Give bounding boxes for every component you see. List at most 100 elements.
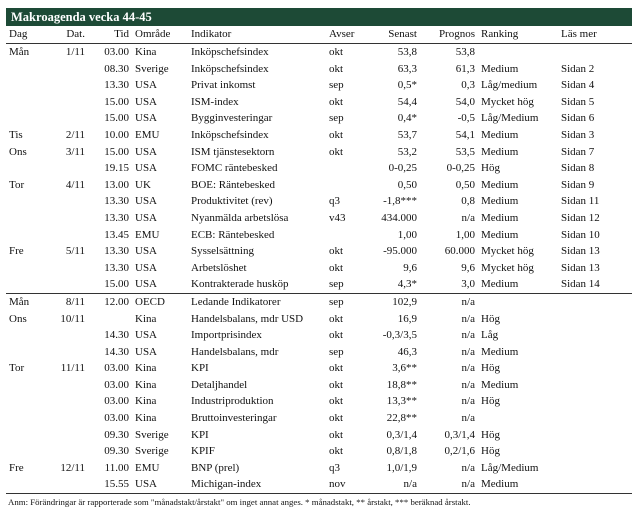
table-cell: EMU bbox=[135, 128, 160, 141]
table-cell: 102,9 bbox=[368, 292, 420, 311]
table-cell: Sidan 12 bbox=[561, 211, 600, 224]
table-row: Tor 11/11 03.00 Kina KPI okt 3,6** n/a Hög bbox=[6, 360, 632, 377]
column-header: Läs mer bbox=[558, 26, 632, 44]
table-cell bbox=[558, 427, 632, 444]
title-bar: Makroagenda vecka 44-45 bbox=[6, 8, 632, 26]
table-cell: Inköpschefsindex bbox=[191, 46, 269, 58]
table-cell: Kina bbox=[135, 312, 157, 325]
table-cell: Sysselsättning bbox=[191, 245, 254, 258]
column-header: Tid bbox=[88, 26, 132, 44]
table-cell bbox=[558, 443, 632, 460]
table-cell: 3,0 bbox=[461, 278, 475, 291]
table-cell: 54,1 bbox=[455, 128, 475, 141]
table-cell: 15.00 bbox=[104, 95, 129, 108]
table-cell: Hög bbox=[481, 395, 500, 408]
table-cell: okt bbox=[329, 412, 344, 425]
table-cell bbox=[326, 177, 368, 194]
table-cell bbox=[6, 227, 46, 244]
table-cell: 19.15 bbox=[104, 162, 129, 175]
table-cell: okt bbox=[329, 128, 344, 141]
table-cell: Fre bbox=[9, 245, 24, 258]
table-cell bbox=[6, 110, 46, 127]
table-row: 13.30 USA Privat inkomst sep 0,5* 0,3 Låg/medi… bbox=[6, 77, 632, 94]
table-cell: EMU bbox=[135, 228, 160, 241]
table-cell: 18,8** bbox=[386, 378, 417, 391]
table-cell: Kina bbox=[135, 412, 157, 425]
table-cell bbox=[558, 410, 632, 427]
table-cell bbox=[46, 427, 88, 444]
agenda-table: Dag Dat. Tid Område Indikator Avser Senast Prog… bbox=[6, 26, 632, 495]
table-cell: Sidan 4 bbox=[561, 79, 595, 92]
column-header: Senast bbox=[368, 26, 420, 44]
table-cell: 60.000 bbox=[444, 245, 475, 258]
table-cell bbox=[558, 393, 632, 410]
table-cell: sep bbox=[329, 345, 344, 358]
table-cell bbox=[558, 44, 632, 61]
table-cell: 63,3 bbox=[397, 62, 417, 75]
table-cell: sep bbox=[329, 79, 344, 92]
table-cell: n/a bbox=[461, 461, 475, 474]
table-cell: Sidan 8 bbox=[561, 162, 595, 175]
table-cell: Sidan 13 bbox=[561, 245, 600, 258]
table-cell: 0,2/1,6 bbox=[444, 445, 475, 458]
table-cell: 1/11 bbox=[65, 46, 85, 58]
table-cell: 08.30 bbox=[104, 62, 129, 75]
table-cell: Privat inkomst bbox=[191, 79, 256, 92]
table-cell: Inköpschefsindex bbox=[191, 62, 269, 75]
table-cell: -0,5 bbox=[457, 112, 475, 125]
table-cell: 0,4* bbox=[397, 112, 417, 125]
table-cell: Fre bbox=[9, 461, 24, 474]
table-cell: Sverige bbox=[135, 428, 169, 441]
table-cell: okt bbox=[329, 145, 344, 158]
table-cell: 03.00 bbox=[104, 378, 129, 391]
table-cell: 12/11 bbox=[60, 461, 85, 474]
table-cell: n/a bbox=[368, 476, 420, 495]
column-header: Dag bbox=[6, 26, 46, 44]
table-cell: USA bbox=[135, 79, 158, 92]
table-cell: 09.30 bbox=[104, 445, 129, 458]
table-cell: Sidan 14 bbox=[561, 278, 600, 291]
table-cell: Ledande Indikatorer bbox=[188, 292, 326, 311]
table-cell: 2/11 bbox=[65, 128, 85, 141]
table-cell: q3 bbox=[329, 195, 340, 208]
table-cell bbox=[46, 276, 88, 293]
table-row: Mån 1/11 03.00 Kina Inköpschefsindex okt 53,8 5… bbox=[6, 44, 632, 61]
table-cell: BNP (prel) bbox=[191, 461, 240, 474]
table-cell: 4/11 bbox=[65, 178, 85, 191]
table-row: Mån 8/11 12.00 OECD Ledande Indikatorer sep 10… bbox=[6, 292, 632, 311]
table-cell bbox=[6, 260, 46, 277]
table-cell: Kina bbox=[135, 362, 157, 375]
table-cell bbox=[558, 360, 632, 377]
table-cell bbox=[558, 476, 632, 495]
table-cell: Sidan 13 bbox=[561, 261, 600, 274]
table-cell: 03.00 bbox=[104, 395, 129, 408]
table-cell: 9,6 bbox=[461, 261, 475, 274]
table-cell: Importprisindex bbox=[191, 329, 262, 342]
table-row: Ons 3/11 15.00 USA ISM tjänstesektorn okt 53,2… bbox=[6, 144, 632, 161]
table-cell: 3/11 bbox=[65, 145, 85, 158]
table-cell: 3,6** bbox=[392, 362, 417, 375]
table-cell bbox=[46, 210, 88, 227]
table-cell: 53,5 bbox=[455, 145, 475, 158]
table-cell: Kontrakterade husköp bbox=[191, 278, 289, 291]
table-cell: 0,5* bbox=[397, 79, 417, 92]
table-cell: Sverige bbox=[135, 445, 169, 458]
table-cell: KPI bbox=[191, 428, 209, 441]
table-cell: 03.00 bbox=[104, 362, 129, 375]
table-cell: Inköpschefsindex bbox=[191, 128, 269, 141]
table-cell: Medium bbox=[478, 476, 558, 495]
table-row: 14.30 USA Importprisindex okt -0,3/3,5 n/a Låg bbox=[6, 327, 632, 344]
table-cell: okt bbox=[329, 445, 344, 458]
table-cell: OECD bbox=[132, 292, 188, 311]
table-cell: Kina bbox=[135, 395, 157, 408]
table-cell: 10.00 bbox=[104, 128, 129, 141]
table-cell: Medium bbox=[481, 178, 519, 191]
table-cell: 16,9 bbox=[397, 312, 417, 325]
table-cell: 15.00 bbox=[104, 112, 129, 125]
table-cell: 15.55 bbox=[88, 476, 132, 495]
table-cell: n/a bbox=[461, 345, 475, 358]
table-cell bbox=[46, 160, 88, 177]
table-cell: 10/11 bbox=[60, 312, 85, 325]
table-cell: 13.00 bbox=[104, 178, 129, 191]
table-cell: 434.000 bbox=[381, 211, 417, 224]
